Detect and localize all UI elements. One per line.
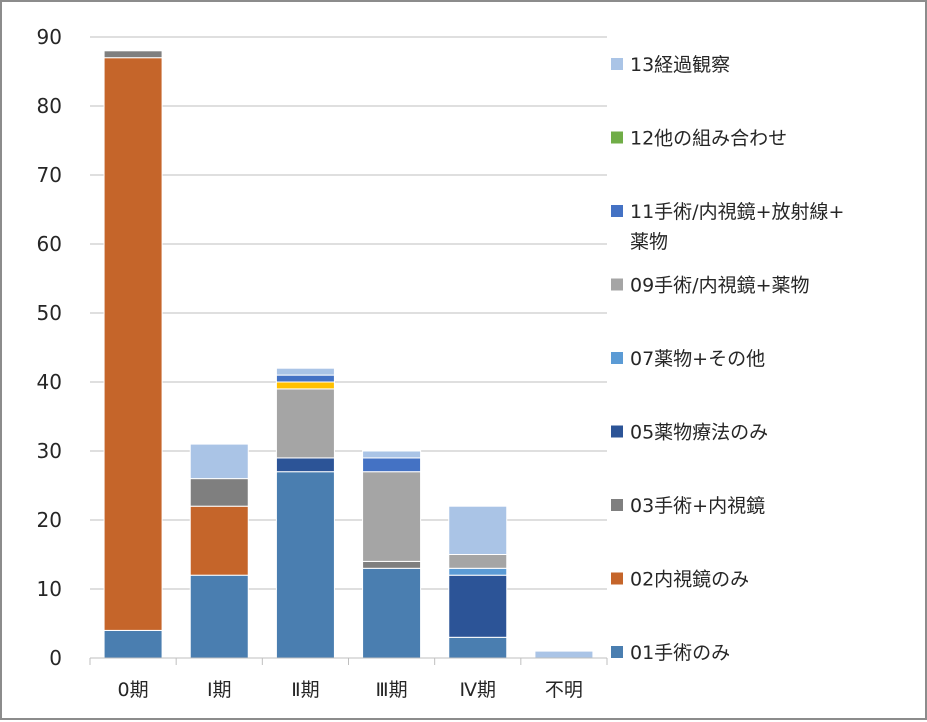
bar-segment <box>103 50 163 59</box>
legend-label: 12他の組み合わせ <box>630 128 787 150</box>
legend-label: 02内視鏡のみ <box>630 569 749 591</box>
legend-swatch <box>611 425 623 438</box>
bar-segment <box>362 567 422 659</box>
legend-label: 01手術のみ <box>630 642 730 664</box>
legend-label: 11手術/内視鏡+放射線+ <box>630 201 844 223</box>
bar-segment <box>448 574 508 638</box>
x-tick-label: Ⅰ期 <box>207 679 232 701</box>
y-tick-label: 70 <box>37 163 62 187</box>
y-tick-label: 50 <box>37 301 62 325</box>
bars <box>103 50 594 659</box>
x-tick-label: 0期 <box>118 679 149 701</box>
bar-segment <box>103 57 163 631</box>
legend-label: 03手術+内視鏡 <box>630 495 765 517</box>
y-tick-label: 90 <box>37 25 62 49</box>
legend: 13経過観察 12他の組み合わせ 11手術/内視鏡+放射線+ 薬物 09手術/内視鏡+薬… <box>611 54 844 664</box>
legend-label: 07薬物+その他 <box>630 348 765 370</box>
legend-swatch <box>611 278 623 291</box>
bar-segment <box>189 505 249 576</box>
gridlines <box>90 36 607 590</box>
bar-segment <box>448 554 508 569</box>
x-tick-label: Ⅱ期 <box>291 679 319 701</box>
legend-swatch <box>611 58 623 70</box>
bar-segment <box>362 471 422 562</box>
bar-segment <box>448 505 508 556</box>
bar-segment <box>275 471 335 659</box>
bar-segment <box>275 388 335 459</box>
legend-label: 13経過観察 <box>630 54 730 76</box>
bar-segment <box>448 567 508 576</box>
bar-segment <box>189 443 249 480</box>
legend-swatch <box>611 131 623 144</box>
axes: 0 10 20 30 40 50 60 70 80 90 0期 Ⅰ期 Ⅱ期 Ⅲ期 Ⅳ期 不明 <box>37 25 608 701</box>
bar-segment <box>275 374 335 383</box>
y-tick-label: 20 <box>37 508 62 532</box>
legend-label: 薬物 <box>630 231 668 253</box>
legend-swatch <box>611 572 623 585</box>
y-tick-label: 30 <box>37 439 62 463</box>
legend-swatch <box>611 646 623 658</box>
y-tick-label: 10 <box>37 577 62 601</box>
y-tick-label: 40 <box>37 370 62 394</box>
legend-swatch <box>611 499 623 511</box>
bar-segment <box>189 574 249 659</box>
bar-segment <box>362 457 422 473</box>
bar-segment <box>362 450 422 459</box>
legend-swatch <box>611 205 623 217</box>
x-tick-label: Ⅳ期 <box>459 679 496 701</box>
legend-swatch <box>611 352 623 364</box>
y-tick-label: 0 <box>49 646 62 670</box>
x-tick-label: 不明 <box>545 679 583 701</box>
bar-segment <box>448 636 508 659</box>
legend-label: 05薬物療法のみ <box>630 422 768 444</box>
bar-segment <box>275 367 335 376</box>
x-tick-label: Ⅲ期 <box>376 679 408 701</box>
y-tick-label: 60 <box>37 232 62 256</box>
bar-segment <box>189 478 249 507</box>
legend-label: 09手術/内視鏡+薬物 <box>630 275 810 297</box>
bar-segment <box>103 629 163 659</box>
bar-segment <box>275 381 335 390</box>
bar-segment <box>275 457 335 473</box>
bar-segment <box>362 560 422 569</box>
y-tick-label: 80 <box>37 94 62 118</box>
bar-segment <box>534 650 594 659</box>
